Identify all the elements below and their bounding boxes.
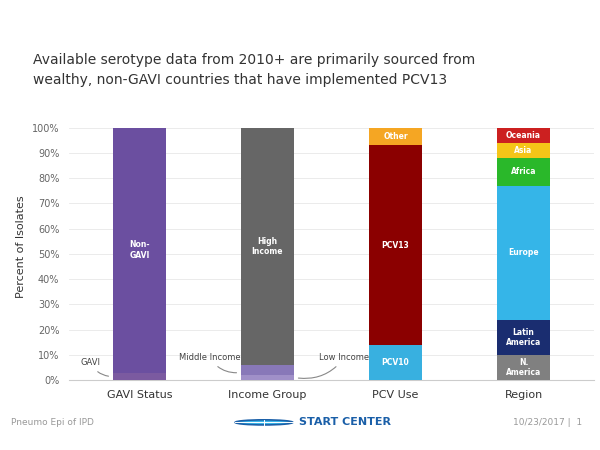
- Bar: [368, 345, 422, 380]
- Bar: [497, 320, 550, 355]
- Bar: [241, 128, 295, 365]
- Text: Europe: Europe: [508, 248, 539, 257]
- Bar: [497, 186, 550, 320]
- Bar: [497, 355, 550, 380]
- Text: Other: Other: [383, 132, 408, 141]
- Text: Systematic Review of IPD Serotypes: Systematic Review of IPD Serotypes: [7, 10, 221, 20]
- Text: Non-
GAVI: Non- GAVI: [129, 240, 149, 260]
- Text: Pneumo Epi of IPD: Pneumo Epi of IPD: [11, 418, 94, 427]
- Bar: [113, 373, 166, 380]
- Text: Asia: Asia: [514, 146, 533, 155]
- Bar: [497, 128, 550, 143]
- Text: START CENTER: START CENTER: [299, 418, 391, 428]
- Text: 10/23/2017 |  1: 10/23/2017 | 1: [513, 418, 582, 427]
- Bar: [497, 143, 550, 158]
- Bar: [368, 128, 422, 145]
- Text: Africa: Africa: [511, 167, 536, 176]
- Bar: [113, 128, 166, 373]
- Bar: [368, 145, 422, 345]
- Text: GAVI: GAVI: [81, 358, 109, 376]
- Text: Middle Income: Middle Income: [179, 353, 241, 373]
- Text: Available serotype data from 2010+ are primarily sourced from
wealthy, non-GAVI : Available serotype data from 2010+ are p…: [33, 54, 475, 87]
- Y-axis label: Percent of Isolates: Percent of Isolates: [16, 195, 26, 298]
- Text: Latin
America: Latin America: [506, 328, 541, 347]
- Bar: [241, 365, 295, 375]
- Text: PCV13: PCV13: [382, 241, 409, 250]
- Text: PCV10: PCV10: [382, 358, 409, 367]
- Circle shape: [235, 420, 293, 425]
- Text: Low Income: Low Income: [298, 353, 370, 378]
- Text: N.
America: N. America: [506, 358, 541, 377]
- Text: Oceania: Oceania: [506, 131, 541, 140]
- Text: High
Income: High Income: [252, 237, 283, 256]
- Bar: [497, 158, 550, 186]
- Bar: [241, 375, 295, 380]
